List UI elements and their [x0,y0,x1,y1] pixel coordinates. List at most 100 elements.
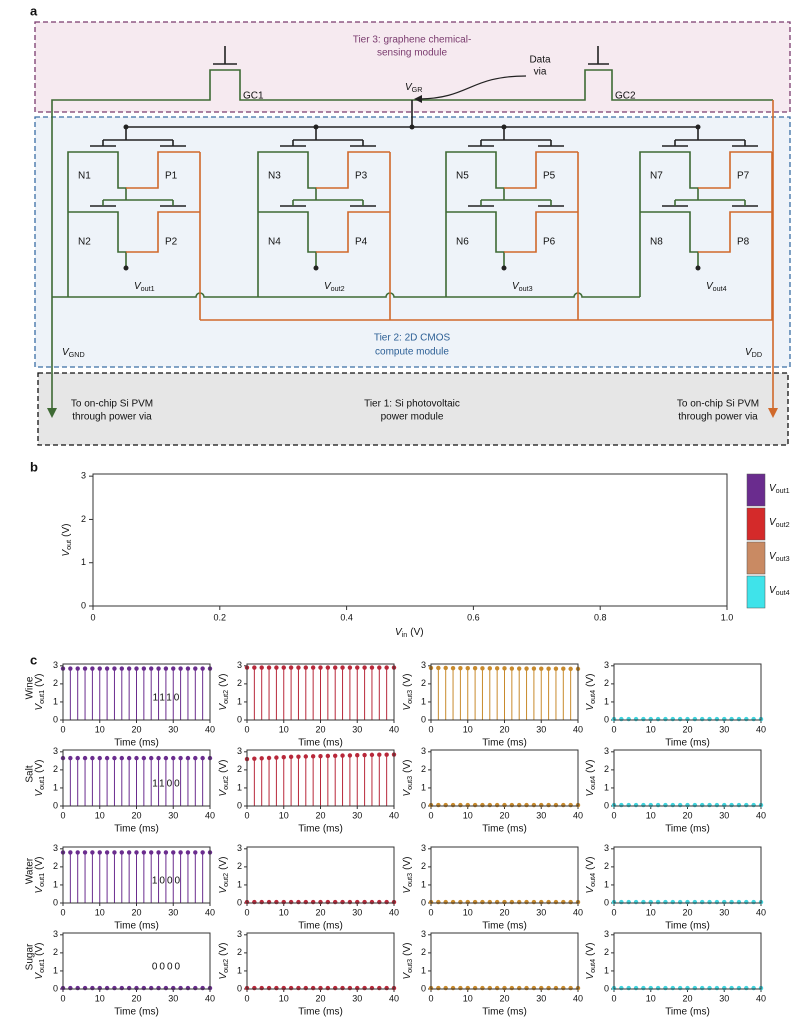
stem-marker [450,985,456,991]
stem-marker [362,985,367,991]
y-tick-label: 2 [421,764,426,774]
stem-marker [744,985,749,991]
y-axis-label: Vout2 (V) [218,673,230,710]
wire [213,46,609,65]
unit: (V) [585,673,596,686]
plot-frame [613,846,762,904]
stem-marker [252,756,257,761]
stem-marker [487,666,492,671]
y-tick-label: 2 [237,861,242,871]
y-tick-label: 0 [421,800,426,810]
stem-marker [546,802,551,808]
pvm-text: To on-chip Si PVM [71,399,153,410]
subscript: in [402,630,408,639]
y-tick-label: 2 [237,764,242,774]
x-axis-label: Time (ms) [665,1007,710,1018]
plot-frame [430,932,579,990]
stem-marker [480,985,485,991]
unit: (V) [61,523,72,536]
stem-marker [318,665,323,670]
subscript: out1 [37,959,46,973]
stem-marker [700,899,705,905]
y-tick-label: 1 [604,782,609,792]
stem-marker [288,754,294,760]
stem-marker [126,985,132,991]
x-axis-label: Time (ms) [298,824,343,835]
tier3-box [34,21,791,113]
stem-marker [68,755,73,761]
legend-swatch [746,473,766,507]
stem-marker [641,899,646,905]
wire [480,127,552,146]
stem-marker [90,666,95,671]
stem-marker [310,899,316,905]
stem-marker [524,985,529,991]
stem-marker [68,666,73,671]
subscript: out4 [776,588,790,597]
subscript: out3 [405,873,414,887]
stem-marker [729,716,734,722]
subscript: out4 [588,959,597,973]
x-tick-label: 0 [60,810,65,820]
wire [445,151,552,297]
subscript: out3 [519,284,533,293]
stem-marker [436,665,441,671]
symbol: V [706,281,714,292]
stem-marker [163,666,169,671]
symbol: V [769,483,777,494]
x-tick-label: 40 [573,993,583,1003]
stem-marker [539,899,544,905]
wire [316,151,391,320]
y-tick-label: 1 [237,696,242,706]
x-tick-label: 40 [205,993,215,1003]
unit: (V) [34,673,45,686]
stem-marker [450,665,456,671]
legend-label: Vout3 [769,551,790,563]
stem-marker [347,753,353,758]
y-tick-label: 0 [604,897,609,907]
x-tick-label: 40 [389,724,399,734]
stem-marker [126,755,132,761]
stem-marker [318,899,323,905]
stem-marker [82,666,88,671]
stem-marker [296,985,301,991]
stem-marker [303,665,308,670]
unit: (V) [34,856,45,869]
stem-marker [90,985,95,991]
output-label: Vout1 [134,281,155,293]
stem-marker [472,802,478,808]
legend-swatch [746,541,766,575]
symbol: V [62,347,70,358]
y-tick-label: 0 [237,714,242,724]
stem-marker [677,899,683,905]
stem-marker [288,985,294,991]
x-tick-label: 0.8 [594,612,607,622]
stem-marker [517,985,522,991]
stem-marker [714,985,720,991]
stem-marker [149,985,154,991]
stem-marker [104,755,110,761]
x-tick-label: 40 [756,724,766,734]
plot-frame [613,749,762,807]
stem-marker [670,985,675,991]
stem-marker [340,665,345,670]
stem-marker [75,985,80,991]
x-tick-label: 40 [389,907,399,917]
node-label: VDD [745,347,762,359]
transistor-label: N3 [268,171,281,182]
stem-marker [458,899,463,905]
x-tick-label: 10 [463,993,473,1003]
subscript: out3 [405,690,414,704]
stem-marker [736,899,742,905]
stem-marker [619,716,624,722]
y-axis-label: Vout1 (V) [34,856,46,893]
wire [468,145,564,207]
unit: (V) [218,942,229,955]
y-tick-label: 1 [421,965,426,975]
stem-marker [310,985,316,991]
stem-marker [259,985,264,991]
subscript: out2 [776,520,790,529]
y-axis-label: Vout3 (V) [402,673,414,710]
x-tick-label: 1.0 [721,612,734,622]
y-tick-label: 1 [53,696,58,706]
